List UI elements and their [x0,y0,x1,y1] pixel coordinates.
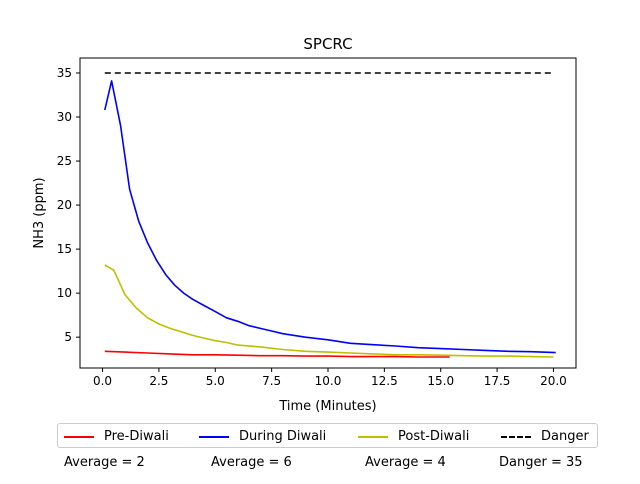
series-line-post-diwali [104,264,554,358]
average-during-diwali: Average = 6 [211,455,292,470]
y-tick-label: 25 [57,154,72,168]
legend-swatch-pre-diwali [64,435,94,438]
legend-item-during-diwali: During Diwali [199,424,326,449]
legend-label-during-diwali: During Diwali [239,429,327,444]
y-axis: 5 10 15 20 25 30 35 [57,66,80,344]
legend-swatch-danger [501,435,531,438]
average-post-diwali: Average = 4 [365,455,446,470]
x-tick-label: 12.5 [371,374,398,388]
y-tick-label: 20 [57,198,72,212]
legend-item-pre-diwali: Pre-Diwali [64,424,169,449]
y-tick-label: 30 [57,110,72,124]
legend-item-danger: Danger [501,424,589,449]
legend-label-danger: Danger [541,429,589,444]
legend-swatch-post-diwali [358,435,388,438]
legend: Pre-Diwali During Diwali Post-Diwali Dan… [57,423,598,448]
legend-swatch-during-diwali [199,435,229,438]
x-tick-label: 0.0 [93,374,112,388]
y-axis-label: NH3 (ppm) [32,177,47,248]
y-tick-label: 5 [64,330,72,344]
x-tick-label: 15.0 [427,374,454,388]
x-axis: 0.0 2.5 5.0 7.5 10.0 12.5 15.0 17.5 20.0 [93,368,567,388]
x-tick-label: 10.0 [315,374,342,388]
y-tick-label: 10 [57,286,72,300]
average-pre-diwali: Average = 2 [64,455,145,470]
x-axis-label: Time (Minutes) [278,399,376,414]
series-line-pre-diwali [104,350,450,358]
series-line-during-diwali [104,80,556,354]
y-tick-label: 35 [57,66,72,80]
x-tick-label: 20.0 [540,374,567,388]
y-tick-label: 15 [57,242,72,256]
legend-label-pre-diwali: Pre-Diwali [104,429,169,444]
legend-label-post-diwali: Post-Diwali [398,429,470,444]
x-tick-label: 17.5 [484,374,511,388]
series-layer [104,72,556,358]
x-tick-label: 5.0 [206,374,225,388]
x-tick-label: 2.5 [149,374,168,388]
x-tick-label: 7.5 [262,374,281,388]
chart-title: SPCRC [303,35,352,53]
danger-value: Danger = 35 [499,455,583,470]
legend-item-post-diwali: Post-Diwali [358,424,469,449]
